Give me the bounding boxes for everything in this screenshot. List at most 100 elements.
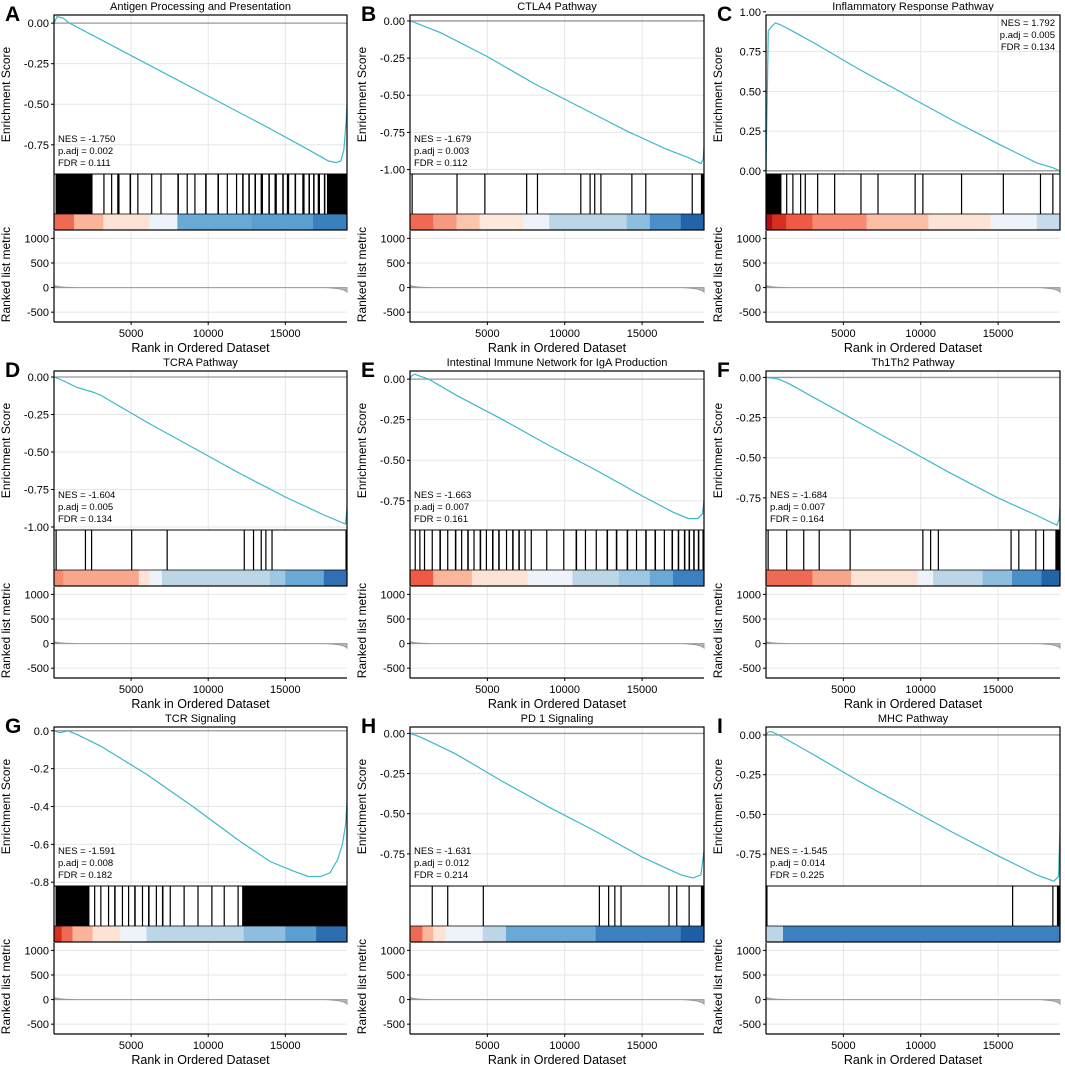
gene-hit — [111, 174, 113, 214]
stats-label: p.adj = 0.007 — [770, 502, 825, 513]
gene-hit — [155, 886, 157, 926]
heat-segment — [680, 926, 705, 942]
gene-hit — [498, 530, 500, 570]
x-axis-title: Rank in Ordered Dataset — [131, 697, 270, 711]
es-ytick-label: -0.50 — [380, 809, 405, 821]
gene-hit — [161, 886, 164, 926]
gene-hit — [114, 886, 116, 926]
heat-segment — [138, 570, 151, 586]
gene-hit — [677, 530, 680, 570]
metric-ytick-label: 0 — [399, 283, 405, 295]
stats-label: FDR = 0.164 — [770, 514, 824, 525]
es-frame — [765, 370, 1061, 587]
gene-hits — [55, 886, 347, 926]
heat-segment — [772, 214, 787, 230]
es-ytick-label: -0.50 — [736, 809, 761, 821]
x-tick-label: 5000 — [119, 1040, 143, 1052]
es-ytick-label: 0.50 — [740, 86, 761, 98]
heat-segment — [812, 214, 868, 230]
gene-hit — [693, 530, 695, 570]
heat-segment — [783, 926, 1061, 942]
x-tick-label: 10000 — [905, 684, 936, 696]
gene-hit — [683, 530, 686, 570]
x-axis-title: Rank in Ordered Dataset — [131, 341, 270, 355]
gene-hit — [767, 530, 769, 570]
metric-ytick-label: 0 — [755, 995, 761, 1007]
x-tick-label: 10000 — [549, 684, 580, 696]
gene-hit — [55, 530, 57, 570]
stats-label: NES = -1.591 — [58, 846, 115, 857]
es-frame — [53, 370, 348, 587]
metric-axis-title: Ranked list metric — [0, 583, 13, 678]
es-ytick-label: -0.50 — [24, 99, 49, 111]
gene-hit — [700, 886, 704, 926]
panel-title: Inflammatory Response Pathway — [832, 1, 994, 13]
metric-ytick-label: 500 — [387, 614, 405, 626]
gene-hits — [414, 530, 704, 570]
heat-segment — [1012, 570, 1042, 586]
x-tick-label: 15000 — [270, 684, 301, 696]
stats-label: NES = -1.663 — [414, 490, 471, 501]
gene-hit — [294, 174, 297, 214]
x-tick-label: 5000 — [831, 328, 855, 340]
metric-plot-area — [410, 587, 704, 678]
stats-label: p.adj = 0.014 — [770, 858, 825, 869]
metric-axis-title: Ranked list metric — [711, 939, 725, 1034]
gene-hits — [431, 886, 704, 926]
es-ytick-label: -0.75 — [380, 127, 405, 139]
gene-hit — [454, 530, 457, 570]
panel-title: CTLA4 Pathway — [517, 1, 597, 13]
heat-segment — [409, 570, 434, 586]
gene-hit — [631, 174, 633, 214]
metric-ytick-label: 500 — [31, 970, 49, 982]
es-ytick-label: -0.50 — [24, 447, 49, 459]
x-tick-label: 15000 — [983, 684, 1014, 696]
gene-hit — [606, 530, 609, 570]
es-ytick-label: 0.00 — [384, 374, 405, 386]
heat-segment — [177, 214, 252, 230]
x-tick-label: 15000 — [983, 328, 1014, 340]
gene-hit — [600, 174, 602, 214]
gene-hit — [323, 174, 326, 214]
metric-ytick-label: 1000 — [737, 233, 761, 245]
x-tick-label: 5000 — [475, 328, 499, 340]
gene-hit — [345, 530, 347, 570]
gene-hit — [834, 174, 836, 214]
gene-hit — [691, 174, 693, 214]
gene-hit — [129, 174, 132, 214]
enrichment-curve — [53, 730, 348, 878]
x-tick-label: 5000 — [475, 684, 499, 696]
metric-ytick-label: 500 — [743, 970, 761, 982]
x-tick-label: 15000 — [627, 684, 658, 696]
gene-hit — [248, 174, 250, 214]
gene-hit — [137, 174, 139, 214]
heat-segment — [243, 926, 286, 942]
heat-segment — [479, 214, 524, 230]
x-tick-label: 10000 — [193, 684, 224, 696]
metric-ytick-label: -500 — [383, 1019, 405, 1031]
gene-hit — [654, 530, 657, 570]
gene-hit — [414, 530, 416, 570]
enrichment-curve — [53, 15, 348, 164]
gene-hit — [242, 174, 244, 214]
gene-hit — [668, 886, 670, 926]
es-axis-title: Enrichment Score — [355, 402, 369, 498]
gene-hit — [595, 530, 597, 570]
x-tick-label: 15000 — [270, 1040, 301, 1052]
heat-segment — [549, 214, 628, 230]
stats-label: p.adj = 0.008 — [58, 858, 113, 869]
es-frame — [409, 14, 705, 231]
metric-plot-area — [54, 943, 347, 1034]
panel-title: Antigen Processing and Presentation — [110, 1, 291, 13]
gene-hit — [482, 886, 484, 926]
gene-hit — [645, 530, 647, 570]
stats-label: NES = -1.750 — [58, 134, 115, 145]
gene-hit — [148, 886, 150, 926]
metric-plot-area — [54, 231, 347, 322]
heat-segment — [933, 570, 984, 586]
gene-hit — [254, 174, 257, 214]
es-ytick-label: 0.00 — [28, 372, 49, 384]
stats-label: p.adj = 0.005 — [1000, 30, 1055, 41]
metric-ytick-label: 500 — [743, 258, 761, 270]
heat-segment — [433, 926, 447, 942]
